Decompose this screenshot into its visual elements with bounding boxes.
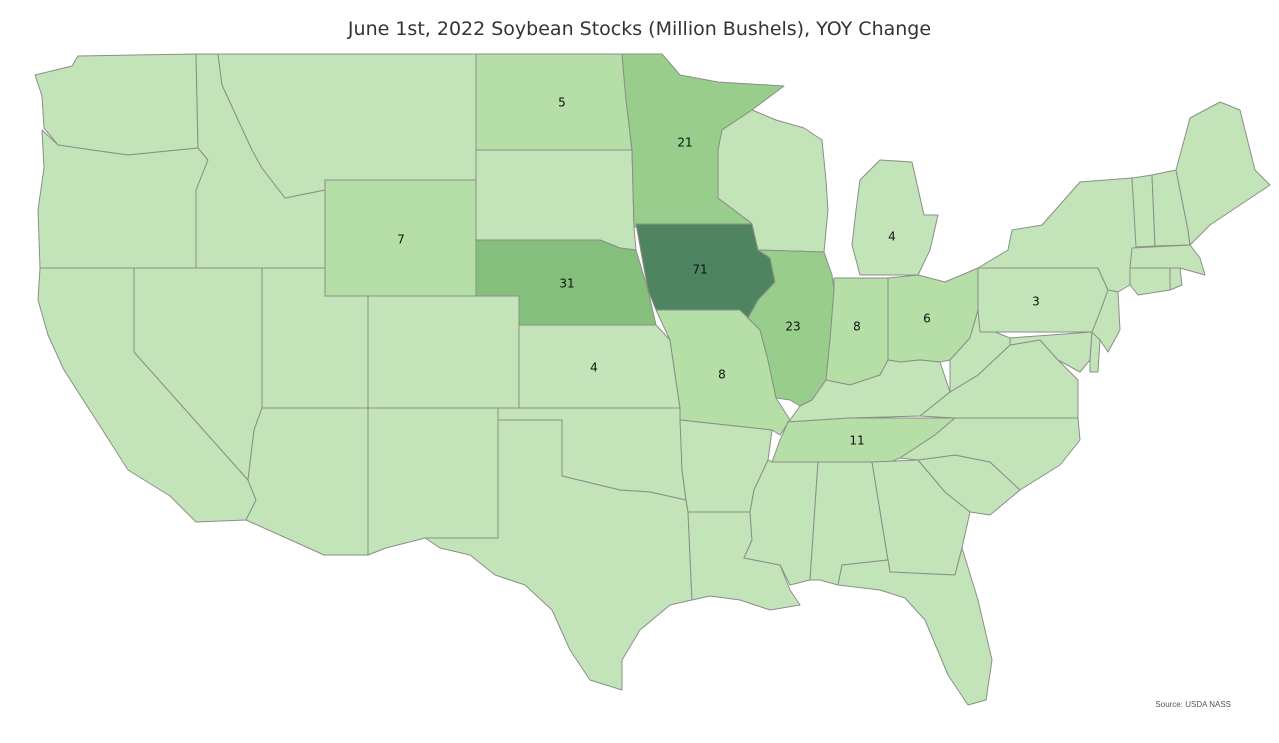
state-value-iowa: 71 <box>692 263 707 277</box>
state-new-jersey[interactable] <box>1091 289 1121 353</box>
state-value-ohio: 6 <box>923 312 931 326</box>
state-maine[interactable] <box>1175 101 1271 246</box>
state-value-minnesota: 21 <box>677 136 692 150</box>
state-kansas[interactable] <box>518 324 681 409</box>
source-note: Source: USDA NASS <box>1155 700 1231 709</box>
state-value-kansas: 4 <box>590 361 598 375</box>
state-value-tennessee: 11 <box>849 434 864 448</box>
state-colorado[interactable] <box>367 295 520 409</box>
state-rhode-island[interactable] <box>1169 267 1183 291</box>
map-title: June 1st, 2022 Soybean Stocks (Million B… <box>347 18 932 40</box>
state-washington[interactable] <box>34 53 199 156</box>
state-vermont[interactable] <box>1131 174 1156 248</box>
state-value-illinois: 23 <box>785 320 800 334</box>
state-south-dakota[interactable] <box>475 149 637 251</box>
state-texas[interactable] <box>424 419 693 691</box>
state-michigan[interactable] <box>851 159 939 276</box>
state-value-nebraska: 31 <box>559 277 574 291</box>
state-value-north-dakota: 5 <box>558 96 566 110</box>
state-massachusetts[interactable] <box>1129 244 1206 276</box>
states-layer <box>34 53 1271 706</box>
state-north-carolina[interactable] <box>899 417 1081 491</box>
state-value-indiana: 8 <box>853 320 861 334</box>
state-florida[interactable] <box>837 547 993 706</box>
state-arizona[interactable] <box>245 407 369 556</box>
state-value-missouri: 8 <box>718 368 726 382</box>
state-wisconsin[interactable] <box>717 109 829 253</box>
state-nebraska[interactable] <box>475 239 657 326</box>
state-value-pennsylvania: 3 <box>1032 295 1040 309</box>
value-labels-layer: 7 5 31 4 21 71 8 23 4 8 6 11 3 <box>397 96 1040 448</box>
state-north-dakota[interactable] <box>475 53 633 151</box>
state-new-mexico[interactable] <box>367 407 499 556</box>
state-value-wyoming: 7 <box>397 233 405 247</box>
state-illinois[interactable] <box>747 249 835 407</box>
state-connecticut[interactable] <box>1129 267 1171 296</box>
state-pennsylvania[interactable] <box>977 267 1109 333</box>
state-value-michigan: 4 <box>888 230 896 244</box>
